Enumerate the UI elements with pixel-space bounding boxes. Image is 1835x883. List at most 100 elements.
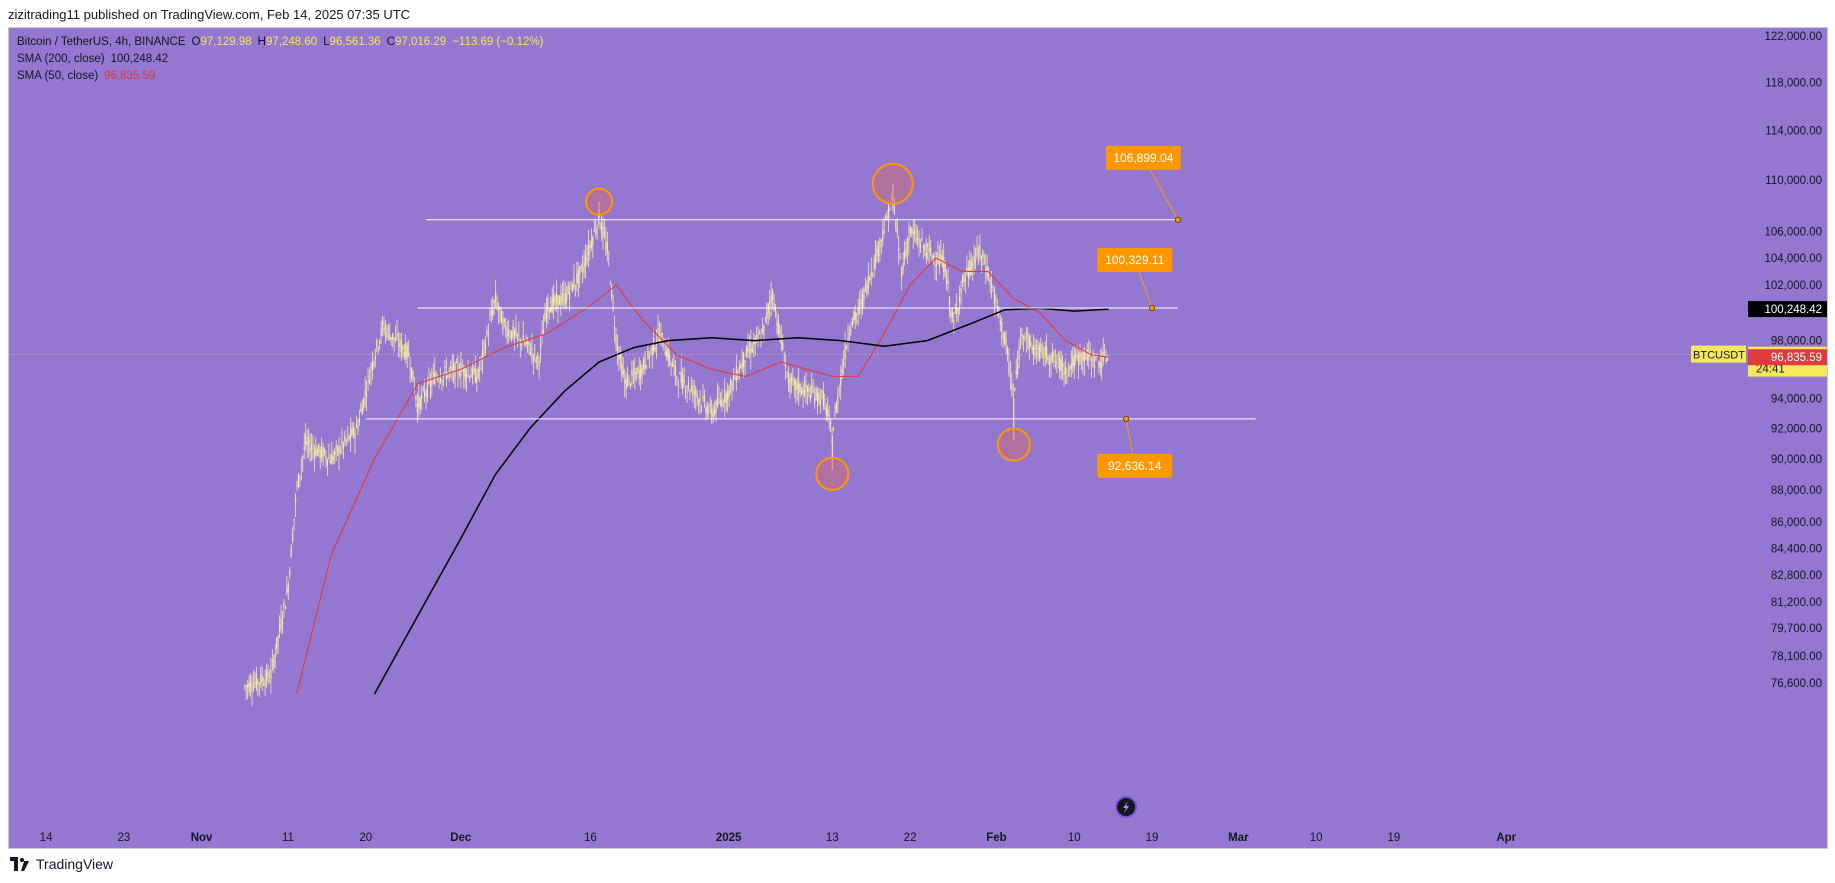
candle-body: [745, 346, 748, 358]
candle: [458, 362, 460, 379]
candle: [434, 357, 436, 387]
candle: [313, 444, 315, 472]
candle-body: [1101, 363, 1103, 369]
candle-body: [406, 345, 408, 358]
candle: [416, 392, 418, 423]
candle: [793, 376, 795, 398]
candle: [1057, 351, 1059, 369]
candle: [642, 356, 645, 374]
candle-body: [706, 406, 708, 415]
candle-body: [1035, 353, 1038, 356]
time-axis[interactable]: 14 23 Nov 11 20 Dec 16 2025 13 22 Feb 10 19 Mar 10 19 Ap…: [9, 823, 1828, 849]
candle-body: [267, 671, 269, 679]
candle: [914, 218, 916, 243]
candle-body: [827, 409, 829, 416]
candle-body: [824, 399, 826, 401]
candle: [277, 634, 279, 654]
candle-body: [450, 365, 452, 369]
candle: [973, 244, 975, 275]
candle: [816, 387, 819, 415]
candle: [934, 251, 936, 280]
candle: [631, 360, 633, 387]
candle-body: [334, 450, 336, 455]
candle: [482, 339, 484, 375]
candle-body: [993, 290, 996, 304]
candle-body: [663, 349, 665, 351]
candle-body: [541, 332, 543, 334]
candle-body: [744, 360, 746, 364]
price-chart[interactable]: 106,899.04 100,329.11 92,636.14 BTCUSDT: [9, 28, 1746, 823]
candle: [818, 387, 820, 407]
candle: [629, 382, 632, 390]
footer-brand[interactable]: TradingView: [36, 856, 114, 872]
candle-body: [586, 257, 588, 262]
candle: [647, 343, 649, 361]
candle-body: [1022, 336, 1025, 338]
candle-body: [361, 406, 363, 415]
candle-body: [980, 256, 982, 260]
candle: [428, 367, 430, 385]
candle: [305, 422, 307, 451]
candle: [326, 458, 329, 476]
candle-body: [1006, 348, 1009, 355]
price-tick-label: 86,000.00: [1771, 517, 1822, 529]
candle: [637, 366, 639, 375]
candle: [511, 330, 513, 342]
candle-body: [508, 329, 510, 335]
candle-body: [879, 239, 881, 249]
candle-body: [287, 584, 289, 593]
tradingview-logo-icon[interactable]: [10, 857, 30, 871]
candle: [425, 388, 427, 410]
candle: [600, 213, 603, 241]
candle-body: [1070, 363, 1072, 370]
candle: [250, 673, 252, 698]
candle: [528, 341, 530, 355]
candle-body: [882, 230, 884, 241]
candle-body: [698, 399, 700, 404]
candle-body: [381, 321, 384, 326]
candle-body: [966, 267, 968, 273]
sma50-legend-row[interactable]: SMA (50, close) 96,835.59: [17, 68, 543, 85]
candle-body: [719, 401, 721, 404]
candle: [524, 338, 526, 347]
candle-body: [738, 366, 740, 373]
candle-body: [538, 360, 540, 367]
candle-body: [1031, 346, 1033, 351]
candle-body: [1019, 337, 1022, 339]
candle-body: [653, 337, 655, 352]
candle: [545, 297, 547, 329]
candle: [692, 379, 694, 403]
candle-body: [992, 289, 994, 291]
candle: [729, 377, 732, 395]
candle-body: [357, 425, 359, 431]
price-axis[interactable]: 122,000.00 118,000.00 114,000.00 110,000.00…: [1746, 28, 1828, 823]
candle-body: [772, 290, 774, 301]
candle-body: [718, 398, 720, 401]
low-value: 96,561.36: [329, 36, 381, 48]
sma200-legend-row[interactable]: SMA (200, close) 100,248.42: [17, 51, 543, 68]
symbol-title[interactable]: Bitcoin / TetherUS, 4h, BINANCE: [17, 36, 186, 48]
candle-body: [766, 311, 768, 319]
candle-body: [344, 435, 346, 442]
candle-body: [798, 380, 800, 394]
candle: [758, 329, 761, 335]
ohlc-row[interactable]: Bitcoin / TetherUS, 4h, BINANCE O97,129.…: [17, 34, 543, 51]
candle: [774, 304, 777, 318]
sma200-label: SMA (200, close): [17, 53, 105, 65]
candle-body: [1001, 322, 1003, 332]
candle: [738, 359, 740, 381]
candle: [376, 338, 378, 352]
candle-body: [915, 238, 917, 242]
candle: [680, 358, 682, 389]
candle: [905, 238, 907, 259]
candle: [567, 280, 569, 295]
candle-body: [1072, 356, 1074, 367]
candle-body: [390, 337, 392, 340]
candle-body: [261, 677, 263, 682]
candle-body: [486, 329, 488, 335]
sma50-price-marker: [1748, 349, 1827, 366]
candle: [529, 342, 532, 357]
candle: [970, 252, 972, 276]
candle: [408, 339, 410, 358]
candle-body: [972, 263, 974, 266]
